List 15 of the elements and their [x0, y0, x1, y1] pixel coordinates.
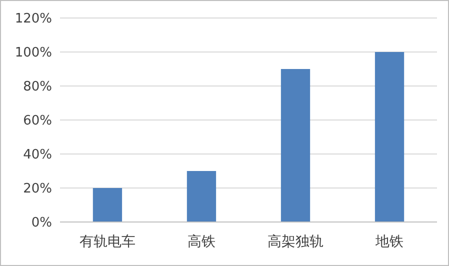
y-tick-label: 120%	[14, 12, 52, 27]
y-tick-label: 20%	[23, 182, 52, 197]
y-tick-label: 0%	[31, 216, 52, 231]
bar	[374, 52, 404, 222]
y-tick-label: 40%	[23, 148, 52, 163]
x-tick-label: 高架独轨	[268, 234, 324, 250]
bar	[186, 171, 216, 222]
bar	[92, 188, 122, 222]
x-tick-label: 有轨电车	[79, 234, 136, 250]
x-tick-label: 地铁	[374, 234, 404, 250]
y-tick-label: 60%	[23, 114, 52, 129]
y-tick-label: 100%	[14, 46, 52, 61]
bar	[280, 69, 310, 222]
x-tick-label: 高铁	[187, 234, 216, 250]
y-tick-label: 80%	[23, 80, 52, 95]
